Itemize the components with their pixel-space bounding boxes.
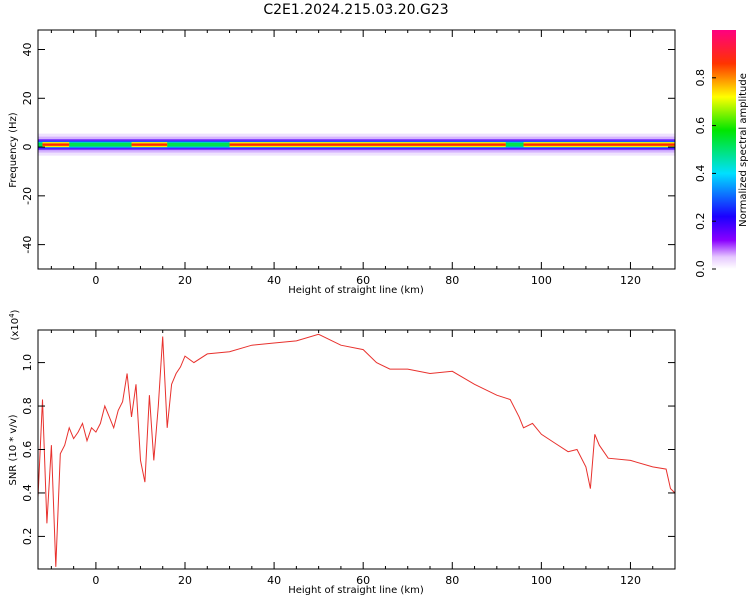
spectrogram-x-label: Height of straight line (km) xyxy=(288,285,424,296)
y-tick-label: -40 xyxy=(21,236,34,254)
x-tick-label: 40 xyxy=(267,274,281,287)
x-tick-label: 60 xyxy=(356,574,370,587)
x-tick-label: 20 xyxy=(178,574,192,587)
colorbar-tick-label: 0.4 xyxy=(694,165,707,183)
snr-multiplier: (x104) xyxy=(8,309,21,340)
x-tick-label: 0 xyxy=(92,574,99,587)
colorbar-gradient xyxy=(712,30,736,269)
spectrogram-x-ticks: 0 20 40 60 80 100 120 xyxy=(50,30,676,287)
x-tick-label: 100 xyxy=(531,574,552,587)
x-tick-label: 120 xyxy=(620,574,641,587)
spectrogram-frame xyxy=(37,29,676,270)
y-tick-label: 0.8 xyxy=(21,397,34,415)
band-peak-core xyxy=(229,143,506,146)
colorbar-label: Normalized spectral amplitude xyxy=(738,73,749,227)
snr-x-ticks: 0 20 40 60 80 100 120 xyxy=(50,330,676,587)
y-tick-label: -20 xyxy=(21,187,34,205)
colorbar: 0.0 0.2 0.4 0.6 0.8 Normalized spectral ampl… xyxy=(694,30,749,278)
x-tick-label: 40 xyxy=(267,574,281,587)
spectrogram-y-ticks: 40 20 0 -20 -40 xyxy=(21,43,675,254)
y-tick-label: 40 xyxy=(21,43,34,57)
band-peak-core xyxy=(523,143,675,146)
y-tick-label: 0.2 xyxy=(21,528,34,546)
band-peak-core xyxy=(131,143,168,146)
y-tick-label: 1.0 xyxy=(21,354,34,372)
spectrogram-panel: 0 20 40 60 80 100 120 40 20 0 -20 -40 Height of st… xyxy=(8,29,676,296)
x-tick-label: 0 xyxy=(92,274,99,287)
x-tick-label: 120 xyxy=(620,274,641,287)
snr-series-line xyxy=(38,333,675,567)
snr-panel: 0 20 40 60 80 100 120 0.2 0.4 0.6 0.8 1.0 Height o… xyxy=(8,309,676,596)
spectrogram-y-label: Frequency (Hz) xyxy=(8,112,19,188)
x-tick-label: 60 xyxy=(356,274,370,287)
x-tick-label: 80 xyxy=(445,574,459,587)
colorbar-tick-label: 0.8 xyxy=(694,69,707,87)
snr-frame xyxy=(37,329,676,570)
colorbar-ticks: 0.0 0.2 0.4 0.6 0.8 xyxy=(694,69,716,278)
colorbar-tick-label: 0.0 xyxy=(694,260,707,278)
spectrogram-band xyxy=(38,133,675,156)
band-peak-core xyxy=(42,143,70,146)
x-tick-label: 20 xyxy=(178,274,192,287)
snr-y-ticks: 0.2 0.4 0.6 0.8 1.0 xyxy=(21,354,675,545)
chart-title: C2E1.2024.215.03.20.G23 xyxy=(263,2,448,18)
x-tick-label: 100 xyxy=(531,274,552,287)
snr-y-label: SNR (10 * v/v) xyxy=(8,414,19,485)
x-tick-label: 80 xyxy=(445,274,459,287)
y-tick-label: 0 xyxy=(21,144,34,151)
colorbar-tick-label: 0.2 xyxy=(694,212,707,230)
y-tick-label: 0.4 xyxy=(21,484,34,502)
snr-x-label: Height of straight line (km) xyxy=(288,585,424,596)
y-tick-label: 0.6 xyxy=(21,441,34,459)
y-tick-label: 20 xyxy=(21,91,34,105)
colorbar-tick-label: 0.6 xyxy=(694,117,707,135)
